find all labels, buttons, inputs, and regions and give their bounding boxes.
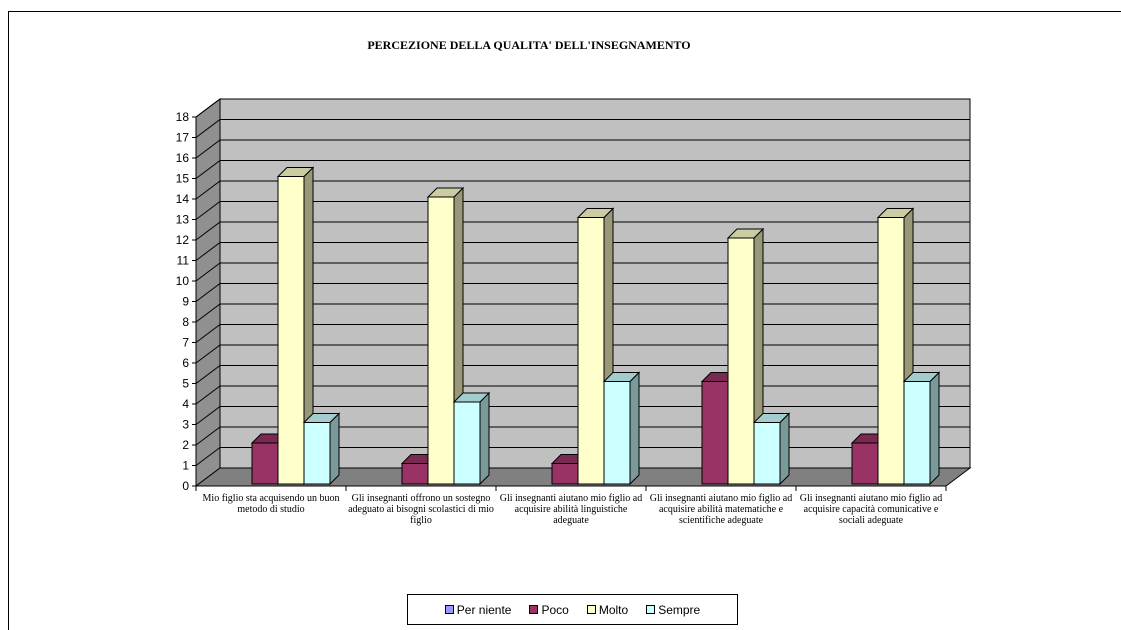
y-tick-label: 9 — [182, 295, 189, 309]
bar-side — [329, 412, 340, 486]
bar — [277, 176, 305, 485]
gridline — [195, 201, 970, 220]
legend-label: Sempre — [658, 602, 701, 617]
bar — [303, 422, 331, 485]
bar — [603, 381, 631, 485]
legend-item: Molto — [586, 602, 629, 617]
gridline — [195, 242, 970, 261]
gridline — [195, 160, 970, 179]
bar — [251, 442, 279, 485]
legend-swatch — [646, 605, 656, 614]
y-tick-label: 13 — [176, 213, 190, 227]
y-tick-label: 4 — [182, 397, 189, 411]
y-tick-label: 15 — [176, 172, 190, 186]
legend-label: Molto — [598, 602, 629, 617]
bar — [427, 196, 455, 485]
bar — [753, 422, 781, 485]
y-tick-label: 10 — [176, 274, 190, 288]
bar-side — [479, 391, 490, 486]
legend-item: Sempre — [646, 603, 700, 617]
y-tick-label: 17 — [176, 131, 190, 145]
bar-side — [929, 371, 940, 486]
bar — [551, 463, 579, 485]
legend: Per niente Poco Molto Sempre — [407, 594, 738, 625]
x-category-label: Mio figlio sta acquisendo un buon metodo… — [202, 493, 340, 515]
y-tick-label: 3 — [182, 418, 189, 432]
x-category-label: Gli insegnanti aiutano mio figlio ad acq… — [499, 493, 643, 526]
legend-item: Poco — [529, 602, 569, 617]
y-tick-label: 14 — [176, 192, 190, 206]
x-category-label: Gli insegnanti aiutano mio figlio ad acq… — [799, 493, 943, 526]
gridline — [195, 262, 970, 282]
gridline — [195, 344, 970, 364]
gridline — [195, 365, 970, 384]
legend-swatch — [586, 605, 596, 614]
gridline — [195, 324, 970, 343]
gridline — [195, 303, 970, 323]
y-tick-label: 11 — [177, 254, 190, 268]
y-tick-label: 7 — [182, 336, 189, 350]
gridline — [195, 139, 970, 159]
gridline — [195, 221, 970, 241]
bar-side — [779, 412, 790, 486]
bar — [453, 401, 481, 485]
legend-swatch — [444, 605, 454, 614]
bar — [577, 217, 605, 485]
y-tick-label: 12 — [176, 233, 190, 247]
legend-label: Poco — [541, 602, 569, 617]
legend-label: Per niente — [456, 602, 512, 617]
bar — [727, 237, 755, 485]
gridline — [195, 283, 970, 302]
bar — [401, 463, 429, 485]
gridline — [195, 180, 970, 200]
chart-frame — [8, 11, 1121, 630]
gridline — [195, 119, 970, 138]
y-tick-label: 8 — [182, 315, 189, 329]
y-tick-label: 18 — [176, 110, 190, 124]
x-category-label: Gli insegnanti offrono un sostegno adegu… — [348, 493, 494, 526]
y-tick-label: 2 — [182, 438, 189, 452]
y-tick-label: 6 — [182, 356, 189, 370]
bar — [877, 217, 905, 485]
chart-title: PERCEZIONE DELLA QUALITA' DELL'INSEGNAME… — [367, 38, 691, 52]
legend-item: Per niente — [444, 602, 512, 617]
y-tick-label: 1 — [182, 459, 189, 473]
y-tick-label: 16 — [176, 151, 190, 165]
legend-swatch — [529, 605, 539, 614]
y-tick-label: 0 — [182, 479, 189, 493]
bar-side — [629, 371, 640, 486]
bar — [903, 381, 931, 485]
bar — [851, 442, 879, 485]
x-category-label: Gli insegnanti aiutano mio figlio ad acq… — [649, 493, 793, 526]
bar — [701, 381, 729, 485]
gridline — [195, 98, 970, 118]
y-tick-label: 5 — [182, 377, 189, 391]
